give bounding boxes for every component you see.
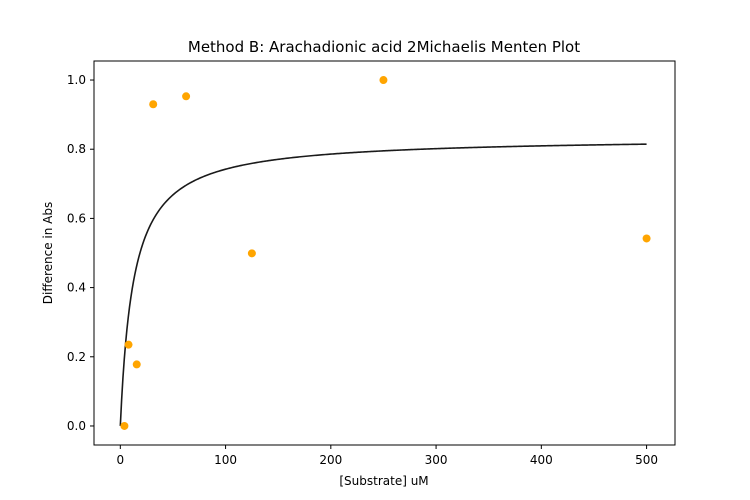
fit-curve-layer <box>119 143 647 427</box>
data-point <box>182 92 191 101</box>
y-axis-label: Difference in Abs <box>41 202 55 305</box>
y-tick-label: 0.6 <box>67 211 86 225</box>
x-tick-label: 0 <box>116 453 124 467</box>
y-tick-label: 1.0 <box>67 73 86 87</box>
data-point <box>379 76 388 85</box>
x-tick-label: 200 <box>319 453 342 467</box>
plot-frame <box>93 60 676 446</box>
data-point <box>124 340 133 349</box>
y-tick-label: 0.2 <box>67 350 86 364</box>
axes-ticks: 0 100 200 300 400 500 0.0 0.2 0.4 0.6 0.8 1.0 <box>67 73 658 467</box>
y-tick-label: 0.0 <box>67 419 86 433</box>
x-tick-label: 300 <box>425 453 448 467</box>
x-axis-label: [Substrate] uM <box>339 474 428 488</box>
x-tick-label: 100 <box>214 453 237 467</box>
x-tick-label: 400 <box>530 453 553 467</box>
data-point <box>120 421 129 430</box>
chart-title: Method B: Arachadionic acid 2Michaelis M… <box>188 38 580 56</box>
x-tick-label: 500 <box>635 453 658 467</box>
data-point <box>642 234 651 243</box>
data-point <box>149 100 158 109</box>
y-tick-label: 0.8 <box>67 142 86 156</box>
data-point <box>247 249 256 258</box>
data-point <box>132 360 141 369</box>
y-tick-label: 0.4 <box>67 281 86 295</box>
fit-curve <box>119 143 647 427</box>
data-points-layer <box>120 76 651 430</box>
